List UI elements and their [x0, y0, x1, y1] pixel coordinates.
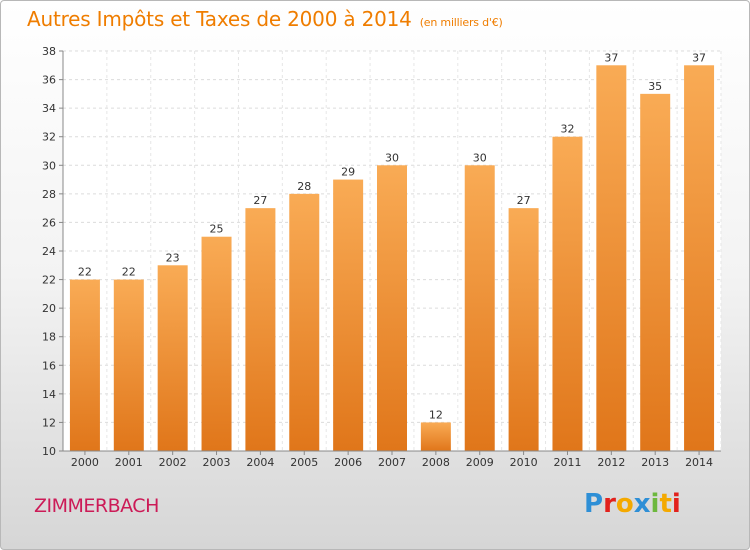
- x-tick-label: 2001: [115, 456, 143, 469]
- bar-value-label: 22: [122, 266, 136, 279]
- x-tick-label: 2014: [685, 456, 713, 469]
- y-tick-label: 18: [42, 331, 56, 344]
- y-tick-label: 10: [42, 445, 56, 458]
- y-tick-label: 20: [42, 302, 56, 315]
- y-tick-label: 38: [42, 45, 56, 58]
- x-tick-label: 2002: [159, 456, 187, 469]
- bar-value-label: 30: [385, 151, 399, 164]
- bar-value-label: 27: [253, 194, 267, 207]
- x-tick-label: 2005: [290, 456, 318, 469]
- y-tick-label: 24: [42, 245, 56, 258]
- x-tick-label: 2012: [597, 456, 625, 469]
- chart-title: Autres Impôts et Taxes de 2000 à 2014 (en…: [27, 7, 503, 31]
- y-tick-label: 28: [42, 188, 56, 201]
- bar-value-label: 35: [648, 80, 662, 93]
- bar-2000: [69, 279, 100, 451]
- bar-2005: [289, 193, 320, 451]
- x-tick-label: 2008: [422, 456, 450, 469]
- bar-2010: [508, 208, 539, 451]
- bar-2014: [684, 65, 715, 452]
- bar-value-label: 37: [604, 51, 618, 64]
- bar-2009: [464, 165, 495, 452]
- town-name: ZIMMERBACH: [34, 495, 159, 517]
- bar-2013: [640, 93, 671, 451]
- proxiti-logo[interactable]: Proxiti: [584, 489, 681, 519]
- bar-value-label: 12: [429, 408, 443, 421]
- bar-2001: [113, 279, 144, 451]
- bar-2002: [157, 265, 188, 451]
- chart-unit: (en milliers d'€): [419, 16, 503, 29]
- x-tick-label: 2009: [466, 456, 494, 469]
- y-tick-label: 34: [42, 102, 56, 115]
- bar-2007: [377, 165, 407, 452]
- x-tick-label: 2003: [203, 456, 231, 469]
- bar-2003: [201, 236, 232, 451]
- y-tick-label: 12: [42, 416, 56, 429]
- x-tick-label: 2007: [378, 456, 406, 469]
- chart-title-text: Autres Impôts et Taxes de 2000 à 2014: [27, 7, 412, 31]
- bar-value-label: 23: [166, 251, 180, 264]
- bars: 22 22 23 25 27 28 29 30 12 30 27 32 37 35 37: [69, 51, 715, 452]
- x-tick-label: 2010: [510, 456, 538, 469]
- axes: 10 12 14 16 18 20 22 24 26 28 30 32 34 36 38 2000 2001 20…: [42, 45, 721, 469]
- y-tick-label: 36: [42, 74, 56, 87]
- bar-value-label: 22: [78, 266, 92, 279]
- x-tick-label: 2000: [71, 456, 99, 469]
- bar-2008: [420, 422, 451, 451]
- x-tick-label: 2004: [246, 456, 274, 469]
- y-tick-label: 30: [42, 159, 56, 172]
- y-tick-label: 22: [42, 274, 56, 287]
- bar-value-label: 30: [473, 151, 487, 164]
- x-tick-label: 2006: [334, 456, 362, 469]
- bar-value-label: 32: [560, 123, 574, 136]
- bar-value-label: 37: [692, 51, 706, 64]
- y-tick-label: 16: [42, 359, 56, 372]
- x-tick-label: 2013: [641, 456, 669, 469]
- bar-value-label: 29: [341, 166, 355, 179]
- bar-2006: [333, 179, 364, 452]
- y-tick-label: 14: [42, 388, 56, 401]
- bar-value-label: 25: [210, 223, 224, 236]
- bar-2012: [596, 65, 627, 452]
- bar-2004: [245, 208, 276, 451]
- x-tick-label: 2011: [553, 456, 581, 469]
- bar-2011: [552, 136, 583, 451]
- bar-value-label: 27: [517, 194, 531, 207]
- bar-value-label: 28: [297, 180, 311, 193]
- y-tick-label: 26: [42, 216, 56, 229]
- y-tick-label: 32: [42, 131, 56, 144]
